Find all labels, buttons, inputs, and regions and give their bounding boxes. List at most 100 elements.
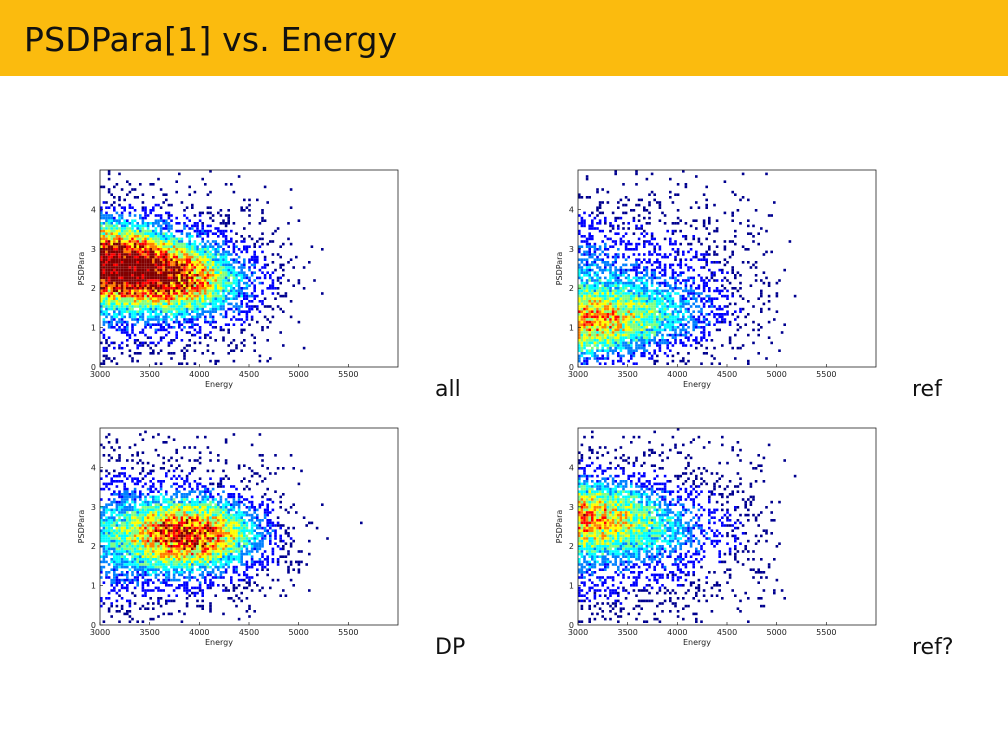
heatmap-cell [217, 250, 220, 254]
heatmap-cell [643, 240, 646, 243]
heatmap-cell [141, 276, 145, 280]
heatmap-cell [149, 274, 152, 277]
heatmap-cell [107, 498, 111, 501]
x-tick-label: 3000 [568, 370, 588, 379]
heatmap-cell [126, 242, 129, 246]
heatmap-cell [149, 281, 152, 285]
heatmap-cell [713, 289, 716, 293]
heatmap-cell [110, 300, 113, 303]
heatmap-cell [583, 211, 586, 215]
heatmap-cell [113, 532, 116, 535]
heatmap-cell [128, 310, 132, 313]
heatmap-cell [133, 287, 137, 290]
heatmap-cell [622, 183, 625, 186]
heatmap-cell [113, 326, 116, 329]
heatmap-cell [105, 485, 108, 488]
heatmap-cell [128, 599, 132, 603]
heatmap-cell [172, 261, 176, 264]
heatmap-cell [624, 305, 628, 308]
heatmap-cell [583, 292, 586, 295]
heatmap-cell [178, 263, 181, 267]
heatmap-cell [243, 310, 246, 313]
heatmap-cell [100, 185, 103, 189]
heatmap-cell [630, 281, 633, 285]
heatmap-cell [185, 349, 189, 352]
heatmap-cell [601, 328, 604, 332]
heatmap-cell [583, 344, 586, 347]
heatmap-cell [102, 255, 106, 259]
heatmap-cell [209, 206, 212, 209]
heatmap-cell [611, 284, 615, 287]
heatmap-cell [113, 537, 116, 540]
heatmap-cell [198, 341, 202, 345]
heatmap-cell [715, 320, 719, 324]
heatmap-cell [152, 253, 155, 256]
heatmap-cell [580, 222, 584, 225]
heatmap-cell [606, 261, 610, 264]
heatmap-cell [700, 300, 703, 303]
heatmap-cell [157, 250, 160, 254]
heatmap-cell [193, 214, 197, 217]
heatmap-cell [598, 307, 602, 311]
heatmap-cell [100, 568, 103, 571]
heatmap-cell [658, 281, 662, 285]
heatmap-cell [120, 563, 124, 566]
heatmap-cell [684, 287, 688, 290]
heatmap-cell [105, 292, 108, 295]
heatmap-cell [133, 493, 137, 496]
heatmap-cell [250, 307, 254, 311]
heatmap-cell [723, 305, 727, 308]
heatmap-cell [650, 253, 654, 256]
heatmap-cell [583, 313, 586, 316]
heatmap-cell [175, 289, 178, 293]
heatmap-cell [198, 229, 202, 233]
heatmap-cell [708, 248, 711, 251]
heatmap-cell [614, 216, 617, 220]
heatmap-cell [154, 253, 158, 256]
heatmap-cell [261, 211, 264, 215]
heatmap-cell [666, 305, 669, 308]
heatmap-cell [110, 320, 113, 324]
heatmap-cell [619, 266, 623, 269]
heatmap-cell [113, 219, 116, 222]
heatmap-cell [619, 310, 623, 313]
heatmap-cell [643, 326, 646, 329]
heatmap-cell [120, 547, 124, 551]
heatmap-cell [185, 297, 189, 300]
heatmap-cell [606, 268, 610, 272]
heatmap-cell [585, 357, 589, 360]
heatmap-cell [604, 289, 607, 293]
heatmap-cell [630, 328, 633, 332]
heatmap-cell [167, 326, 171, 329]
heatmap-cell [632, 318, 636, 321]
heatmap-cell [645, 315, 649, 319]
heatmap-cell [175, 274, 178, 277]
heatmap-cell [110, 545, 113, 548]
heatmap-cell [684, 235, 688, 238]
heatmap-cell [115, 292, 119, 295]
heatmap-cell [188, 268, 191, 272]
heatmap-cell [736, 289, 740, 293]
heatmap-cell [157, 177, 160, 181]
heatmap-cell [669, 305, 672, 308]
heatmap-cell [219, 302, 223, 306]
heatmap-cell [170, 313, 173, 316]
heatmap-cell [585, 326, 589, 329]
heatmap-cell [658, 315, 662, 319]
heatmap-cell [630, 297, 633, 300]
heatmap-cell [650, 313, 654, 316]
heatmap-cell [118, 302, 121, 306]
heatmap-cell [583, 240, 586, 243]
heatmap-cell [604, 261, 607, 264]
heatmap-cell [131, 521, 134, 525]
heatmap-cell [165, 198, 168, 202]
heatmap-cell [204, 261, 207, 264]
heatmap-cell [219, 209, 223, 212]
heatmap-cell [211, 292, 215, 295]
heatmap-cell [123, 284, 126, 287]
heatmap-cell [773, 201, 776, 204]
heatmap-cell [152, 274, 155, 277]
heatmap-cell [139, 524, 142, 527]
heatmap-cell [739, 310, 742, 313]
heatmap-cell [201, 310, 204, 313]
